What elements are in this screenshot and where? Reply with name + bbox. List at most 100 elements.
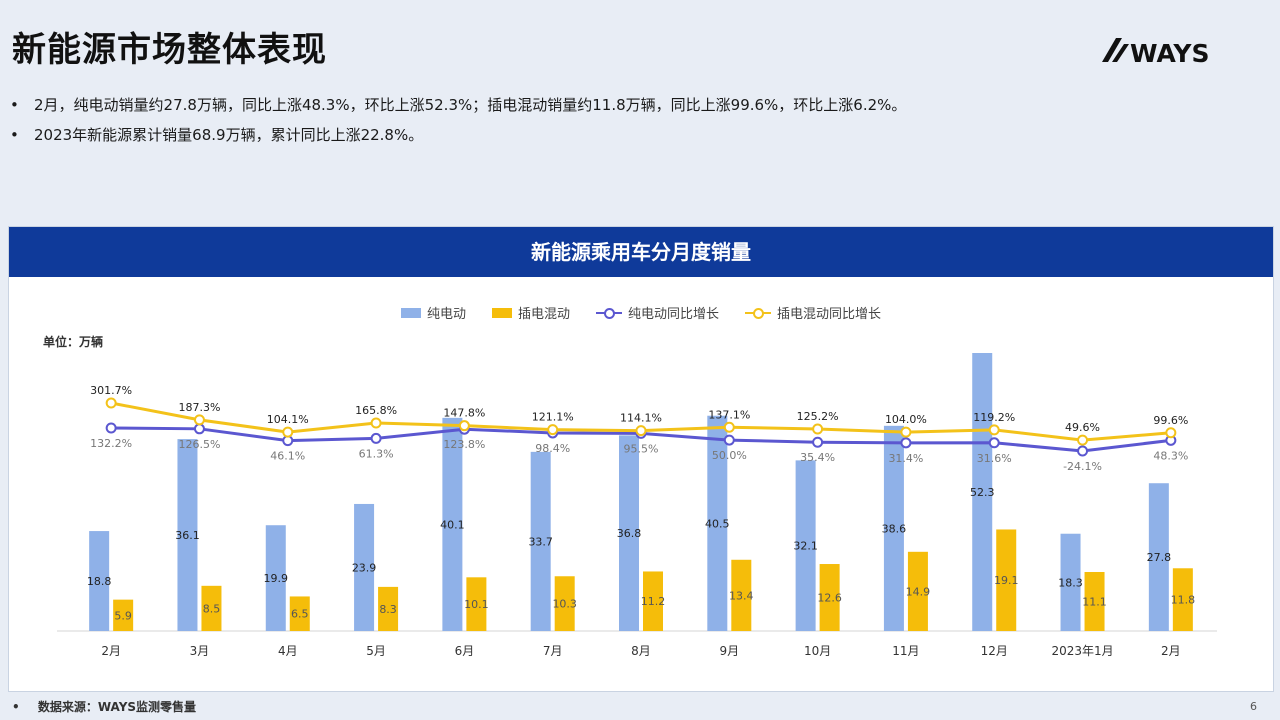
bar-phev: [1172, 568, 1193, 631]
phev-yoy-point: [370, 417, 382, 429]
bar-bev: [707, 415, 728, 631]
bar-bev: [883, 425, 904, 631]
x-tick-label: 5月: [366, 644, 386, 658]
bar-label-bev: 36.1: [175, 529, 200, 542]
bar-phev: [466, 577, 487, 631]
ways-logo: WAYS: [1102, 38, 1210, 68]
chart-panel: 新能源乘用车分月度销量 纯电动 插电混动 纯电动同比增长 插电混动同比增长 单位…: [8, 226, 1274, 692]
phev-yoy-point: [193, 414, 205, 426]
source-text: 数据来源：WAYS监测零售量: [37, 700, 197, 714]
phev-yoy-point: [282, 426, 294, 438]
bar-label-phev: 8.5: [203, 602, 221, 615]
bar-phev: [1084, 571, 1105, 631]
bar-label-bev: 32.1: [793, 540, 818, 553]
bar-phev: [554, 576, 575, 631]
phev-yoy-point: [723, 421, 735, 433]
bar-phev: [289, 596, 310, 631]
x-tick-label: 2月: [101, 644, 121, 658]
phev-yoy-label: 104.1%: [267, 413, 309, 426]
bar-label-phev: 11.2: [641, 595, 666, 608]
bev-yoy-label: 46.1%: [270, 450, 305, 463]
bar-label-phev: 10.1: [464, 598, 489, 611]
legend-swatch-bev-yoy: [596, 307, 622, 319]
phev-yoy-point: [458, 420, 470, 432]
bar-label-bev: 33.7: [528, 535, 553, 548]
x-tick-label: 6月: [455, 644, 475, 658]
bar-bev: [1060, 533, 1081, 631]
bev-yoy-label: 31.4%: [888, 452, 923, 465]
bev-yoy-label: 123.8%: [443, 438, 485, 451]
x-tick-label: 2023年1月: [1051, 644, 1113, 658]
page-number: 6: [1250, 700, 1257, 713]
bar-bev: [89, 531, 110, 631]
chart-title: 新能源乘用车分月度销量: [9, 227, 1273, 277]
bev-yoy-label: -24.1%: [1063, 460, 1102, 473]
bar-label-phev: 19.1: [994, 574, 1019, 587]
bev-yoy-label: 35.4%: [800, 451, 835, 464]
bullet-item: • 2月，纯电动销量约27.8万辆，同比上涨48.3%，环比上涨52.3%；插电…: [10, 90, 906, 120]
source-dot-icon: •: [12, 700, 20, 714]
bev-yoy-point: [105, 422, 117, 434]
bev-yoy-label: 132.2%: [90, 437, 132, 450]
phev-yoy-point: [900, 426, 912, 438]
unit-label: 单位：万辆: [43, 335, 104, 349]
bar-bev: [442, 417, 463, 631]
logo-mark-icon: [1102, 38, 1129, 62]
phev-yoy-label: 49.6%: [1065, 421, 1100, 434]
bar-label-phev: 11.1: [1082, 595, 1107, 608]
bev-yoy-label: 61.3%: [359, 447, 394, 460]
bar-bev: [619, 435, 639, 631]
legend-label-bev: 纯电动: [426, 307, 466, 322]
bev-yoy-point: [812, 436, 824, 448]
bar-bev: [265, 525, 286, 631]
bar-label-phev: 10.3: [552, 598, 577, 611]
bar-label-bev: 19.9: [264, 572, 289, 585]
bar-phev: [819, 564, 840, 631]
bev-yoy-point: [193, 423, 205, 435]
bev-yoy-label: 50.0%: [712, 449, 747, 462]
bar-label-phev: 14.9: [906, 585, 931, 598]
bullet-item: • 2023年新能源累计销量68.9万辆，累计同比上涨22.8%。: [10, 120, 906, 150]
phev-yoy-label: 187.3%: [178, 401, 220, 414]
x-tick-label: 7月: [543, 644, 563, 658]
bar-label-phev: 6.5: [291, 608, 309, 621]
bar-phev: [378, 586, 399, 631]
legend-label-phev: 插电混动: [517, 307, 570, 322]
legend-swatch-phev-yoy: [745, 307, 772, 319]
x-tick-label: 8月: [631, 644, 651, 658]
phev-yoy-point: [1077, 434, 1089, 446]
phev-yoy-point: [547, 424, 559, 436]
bar-label-bev: 23.9: [352, 561, 377, 574]
legend-swatch-phev: [491, 307, 512, 318]
bar-phev: [731, 559, 752, 631]
bar-bev: [972, 353, 993, 631]
chart-legend: 纯电动 插电混动 纯电动同比增长 插电混动同比增长: [9, 303, 1273, 322]
bev-yoy-label: 95.5%: [624, 442, 659, 455]
legend-item-bev-yoy: 纯电动同比增长: [596, 303, 719, 322]
bar-label-bev: 40.5: [705, 517, 730, 530]
phev-yoy-label: 121.1%: [532, 411, 574, 424]
sales-chart: 18.8 5.9 2月 36.1 8.5 3月 19.9 6.5 4月 23.9 8.3 5月 40.1…: [57, 353, 1217, 658]
phev-yoy-point: [988, 424, 1000, 436]
bar-label-phev: 11.8: [1171, 594, 1196, 607]
phev-yoy-label: 147.8%: [443, 407, 485, 420]
bar-phev: [907, 551, 928, 631]
x-tick-label: 10月: [804, 644, 831, 658]
bar-bev: [177, 439, 198, 631]
bar-label-phev: 13.4: [729, 589, 754, 602]
bar-label-bev: 18.3: [1058, 576, 1083, 589]
bev-yoy-label: 31.6%: [977, 452, 1012, 465]
bev-yoy-point: [988, 437, 1000, 449]
bar-label-bev: 27.8: [1147, 551, 1172, 564]
bar-bev: [795, 460, 816, 631]
bullet-text: 2月，纯电动销量约27.8万辆，同比上涨48.3%，环比上涨52.3%；插电混动…: [34, 96, 907, 114]
logo-text: WAYS: [1130, 39, 1210, 68]
bev-yoy-label: 98.4%: [535, 442, 570, 455]
phev-yoy-label: 99.6%: [1153, 414, 1188, 427]
x-tick-label: 9月: [719, 644, 739, 658]
bev-yoy-label: 48.3%: [1153, 449, 1188, 462]
bullet-text: 2023年新能源累计销量68.9万辆，累计同比上涨22.8%。: [34, 126, 424, 144]
x-tick-label: 2月: [1161, 644, 1181, 658]
bar-phev: [113, 599, 134, 631]
legend-item-phev: 插电混动: [491, 303, 570, 322]
